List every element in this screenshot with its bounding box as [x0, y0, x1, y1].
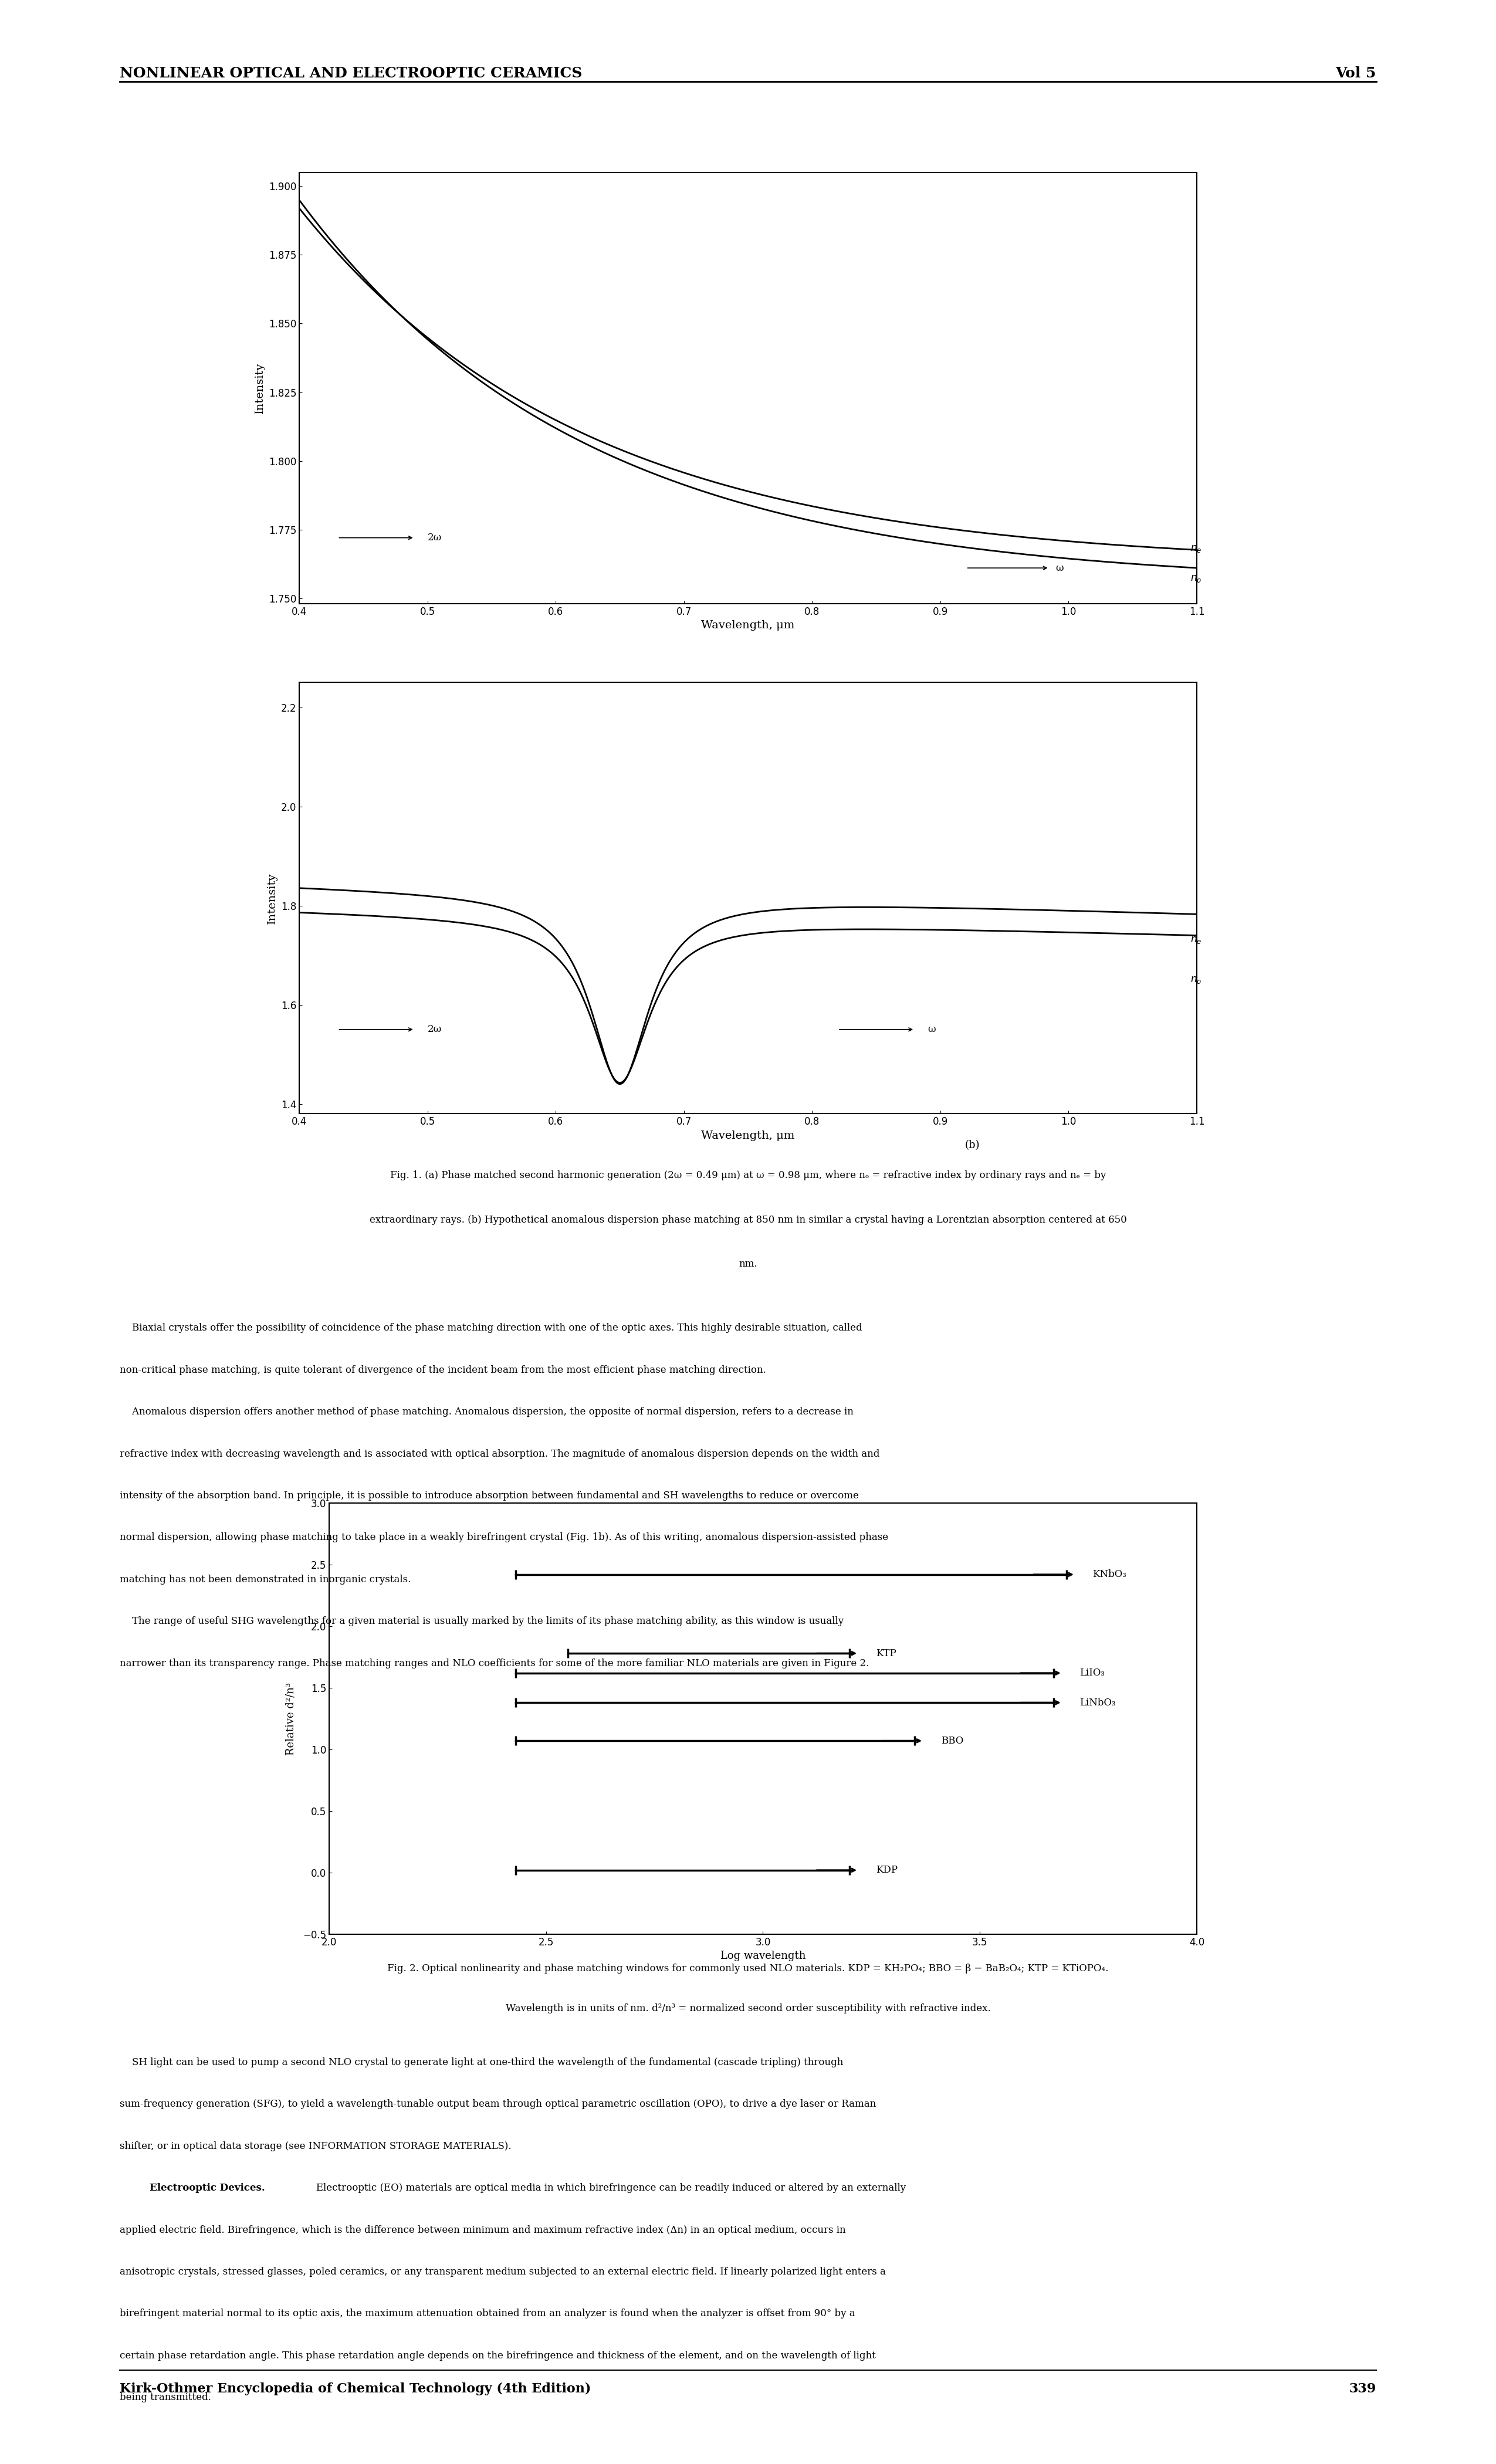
Text: NONLINEAR OPTICAL AND ELECTROOPTIC CERAMICS: NONLINEAR OPTICAL AND ELECTROOPTIC CERAM…: [120, 67, 582, 81]
Text: refractive index with decreasing wavelength and is associated with optical absor: refractive index with decreasing wavelen…: [120, 1449, 880, 1459]
Y-axis label: Intensity: Intensity: [266, 872, 278, 924]
Text: normal dispersion, allowing phase matching to take place in a weakly birefringen: normal dispersion, allowing phase matchi…: [120, 1533, 889, 1542]
Text: SH light can be used to pump a second NLO crystal to generate light at one-third: SH light can be used to pump a second NL…: [120, 2057, 844, 2067]
Text: LiIO₃: LiIO₃: [1080, 1668, 1106, 1678]
Text: shifter, or in optical data storage (see INFORMATION STORAGE MATERIALS).: shifter, or in optical data storage (see…: [120, 2141, 512, 2151]
Text: KDP: KDP: [875, 1865, 898, 1875]
Text: $n_e$: $n_e$: [1191, 936, 1201, 946]
Text: non-critical phase matching, is quite tolerant of divergence of the incident bea: non-critical phase matching, is quite to…: [120, 1365, 766, 1375]
Text: ω: ω: [1056, 562, 1064, 574]
Text: Fig. 1. (a) Phase matched second harmonic generation (2ω = 0.49 μm) at ω = 0.98 : Fig. 1. (a) Phase matched second harmoni…: [390, 1170, 1106, 1180]
Y-axis label: Intensity: Intensity: [254, 362, 265, 414]
Text: LiNbO₃: LiNbO₃: [1080, 1698, 1116, 1708]
Text: (b): (b): [965, 1141, 980, 1151]
Text: nm.: nm.: [739, 1259, 757, 1269]
X-axis label: Wavelength, μm: Wavelength, μm: [702, 1131, 794, 1141]
Text: KNbO₃: KNbO₃: [1092, 1570, 1126, 1579]
Text: Kirk-Othmer Encyclopedia of Chemical Technology (4th Edition): Kirk-Othmer Encyclopedia of Chemical Tec…: [120, 2383, 591, 2395]
Text: applied electric field. Birefringence, which is the difference between minimum a: applied electric field. Birefringence, w…: [120, 2225, 845, 2235]
Text: The range of useful SHG wavelengths for a given material is usually marked by th: The range of useful SHG wavelengths for …: [120, 1616, 844, 1626]
Y-axis label: Relative d²/n³: Relative d²/n³: [286, 1683, 296, 1754]
X-axis label: Log wavelength: Log wavelength: [720, 1951, 806, 1961]
Text: narrower than its transparency range. Phase matching ranges and NLO coefficients: narrower than its transparency range. Ph…: [120, 1658, 869, 1668]
Text: birefringent material normal to its optic axis, the maximum attenuation obtained: birefringent material normal to its opti…: [120, 2309, 856, 2319]
Text: Wavelength is in units of nm. d²/n³ = normalized second order susceptibility wit: Wavelength is in units of nm. d²/n³ = no…: [506, 2003, 990, 2013]
Text: Vol 5: Vol 5: [1336, 67, 1376, 81]
Text: Fig. 2. Optical nonlinearity and phase matching windows for commonly used NLO ma: Fig. 2. Optical nonlinearity and phase m…: [387, 1964, 1109, 1974]
Text: matching has not been demonstrated in inorganic crystals.: matching has not been demonstrated in in…: [120, 1574, 411, 1584]
Text: anisotropic crystals, stressed glasses, poled ceramics, or any transparent mediu: anisotropic crystals, stressed glasses, …: [120, 2267, 886, 2277]
Text: sum-frequency generation (SFG), to yield a wavelength-tunable output beam throug: sum-frequency generation (SFG), to yield…: [120, 2099, 877, 2109]
X-axis label: Wavelength, μm: Wavelength, μm: [702, 621, 794, 631]
Text: KTP: KTP: [875, 1648, 896, 1658]
Text: $n_o$: $n_o$: [1191, 976, 1201, 986]
Text: being transmitted.: being transmitted.: [120, 2393, 211, 2402]
Text: ω: ω: [928, 1025, 935, 1035]
Text: certain phase retardation angle. This phase retardation angle depends on the bir: certain phase retardation angle. This ph…: [120, 2351, 875, 2361]
Text: extraordinary rays. (b) Hypothetical anomalous dispersion phase matching at 850 : extraordinary rays. (b) Hypothetical ano…: [370, 1215, 1126, 1225]
Text: 2ω: 2ω: [428, 1025, 441, 1035]
Text: 339: 339: [1349, 2383, 1376, 2395]
Text: $n_o$: $n_o$: [1191, 574, 1201, 584]
Text: intensity of the absorption band. In principle, it is possible to introduce abso: intensity of the absorption band. In pri…: [120, 1491, 859, 1501]
Text: Anomalous dispersion offers another method of phase matching. Anomalous dispersi: Anomalous dispersion offers another meth…: [120, 1407, 854, 1417]
Text: 2ω: 2ω: [428, 532, 441, 542]
Text: BBO: BBO: [941, 1735, 963, 1747]
Text: Electrooptic (EO) materials are optical media in which birefringence can be read: Electrooptic (EO) materials are optical …: [307, 2183, 905, 2193]
Text: $n_e$: $n_e$: [1191, 545, 1201, 554]
Text: Biaxial crystals offer the possibility of coincidence of the phase matching dire: Biaxial crystals offer the possibility o…: [120, 1323, 862, 1333]
Text: Electrooptic Devices.: Electrooptic Devices.: [150, 2183, 265, 2193]
